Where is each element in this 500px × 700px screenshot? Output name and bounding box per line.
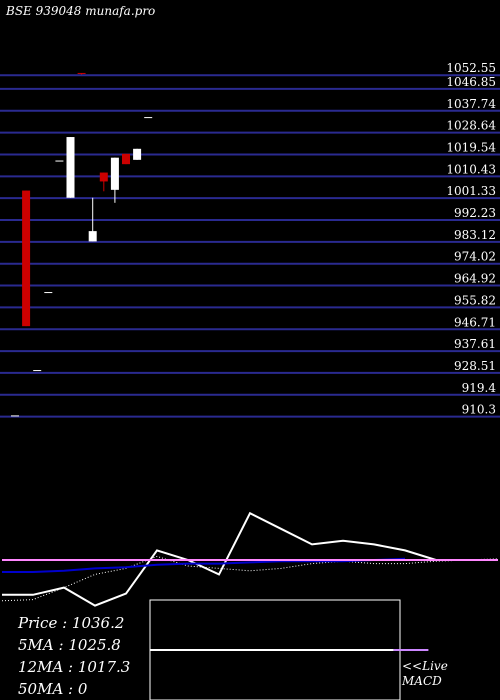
price-stat: Price : 1036.2 bbox=[18, 614, 125, 632]
y-tick-label: 992.23 bbox=[454, 206, 496, 220]
y-tick-label: 1019.54 bbox=[446, 140, 496, 154]
indicator-series bbox=[2, 557, 406, 573]
y-tick-label: 964.92 bbox=[454, 272, 496, 286]
y-tick-label: 974.02 bbox=[454, 250, 496, 264]
macd-live-label: <<Live MACD bbox=[402, 659, 448, 689]
ma50-stat: 50MA : 0 bbox=[18, 680, 88, 698]
chart-title: BSE 939048 munafa.pro bbox=[6, 4, 156, 18]
candle-body bbox=[133, 148, 142, 160]
y-tick-label: 1046.85 bbox=[446, 75, 496, 89]
candle-body bbox=[122, 153, 130, 165]
y-tick-label: 1037.74 bbox=[446, 97, 496, 111]
candle-body bbox=[88, 231, 97, 242]
ma12-stat: 12MA : 1017.3 bbox=[18, 658, 131, 676]
ma5-stat: 5MA : 1025.8 bbox=[18, 636, 121, 654]
y-tick-label: 955.82 bbox=[454, 293, 496, 307]
indicator-series bbox=[2, 511, 437, 607]
y-tick-label: 928.51 bbox=[454, 359, 496, 373]
live-label: <<Live bbox=[402, 659, 448, 673]
indicator-series bbox=[1, 555, 499, 602]
y-tick-label: 910.3 bbox=[462, 403, 496, 417]
candle-body bbox=[110, 157, 119, 190]
candle-body bbox=[22, 190, 31, 327]
y-tick-label: 1028.64 bbox=[446, 119, 496, 133]
y-tick-label: 919.4 bbox=[462, 381, 497, 395]
y-tick-label: 946.71 bbox=[454, 315, 496, 329]
y-tick-label: 1052.55 bbox=[446, 61, 496, 75]
candle-body bbox=[66, 137, 75, 198]
candle-body bbox=[99, 172, 108, 182]
y-tick-label: 983.12 bbox=[454, 228, 496, 242]
stats-panel: Price : 1036.2 5MA : 1025.8 12MA : 1017.… bbox=[18, 612, 130, 700]
y-tick-label: 1010.43 bbox=[446, 162, 496, 176]
y-tick-label: 937.61 bbox=[454, 337, 496, 351]
macd-label: MACD bbox=[402, 674, 442, 688]
y-tick-label: 1001.33 bbox=[446, 184, 496, 198]
